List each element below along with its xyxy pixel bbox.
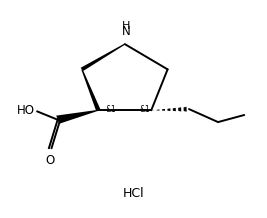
Text: HO: HO — [16, 104, 34, 117]
Polygon shape — [81, 69, 101, 111]
Text: HCl: HCl — [123, 187, 144, 201]
Polygon shape — [56, 110, 99, 124]
Polygon shape — [178, 107, 181, 111]
Polygon shape — [162, 109, 165, 111]
Text: H: H — [122, 21, 130, 31]
Polygon shape — [157, 109, 160, 111]
Polygon shape — [167, 108, 170, 111]
Text: &1: &1 — [105, 105, 116, 114]
Text: &1: &1 — [139, 105, 150, 114]
Polygon shape — [183, 107, 187, 112]
Text: O: O — [46, 154, 55, 167]
Polygon shape — [173, 108, 176, 111]
Polygon shape — [81, 44, 125, 71]
Text: N: N — [122, 25, 131, 38]
